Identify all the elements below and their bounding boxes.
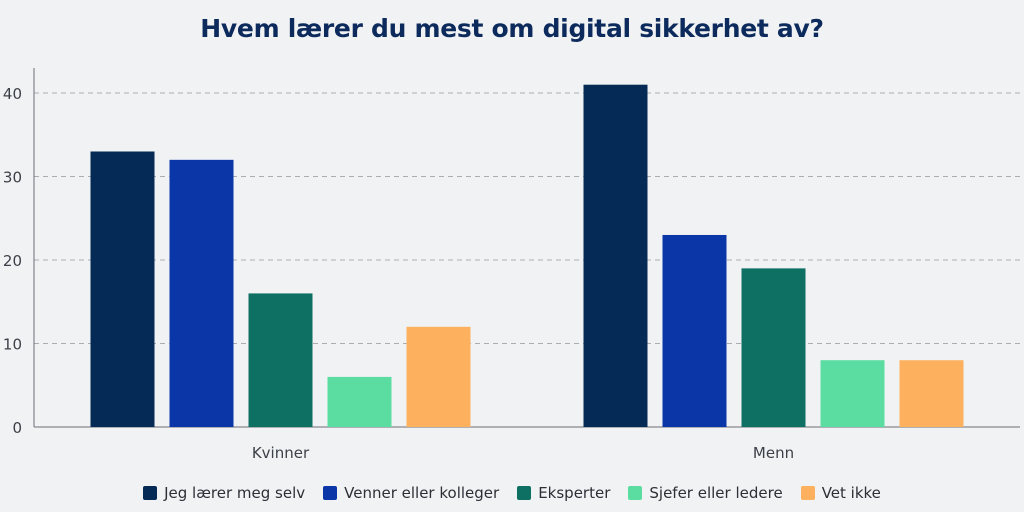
bar-menn-2	[741, 268, 806, 427]
y-tick-label: 30	[3, 169, 22, 187]
legend-item: Jeg lærer meg selv	[143, 484, 305, 502]
legend-item: Venner eller kolleger	[323, 484, 499, 502]
bar-kvinner-1	[169, 159, 234, 427]
y-tick-label: 10	[3, 336, 22, 354]
x-tick-label: Menn	[753, 444, 794, 462]
legend-label: Eksperter	[538, 484, 611, 502]
legend-label: Vet ikke	[821, 484, 881, 502]
bar-menn-4	[899, 360, 964, 427]
legend-label: Venner eller kolleger	[344, 484, 500, 502]
legend-item: Vet ikke	[800, 484, 881, 502]
bar-menn-1	[662, 234, 727, 427]
y-tick-label: 0	[12, 419, 22, 437]
bar-menn-3	[820, 360, 885, 427]
legend-label: Jeg lærer meg selv	[164, 484, 306, 502]
legend-swatch	[800, 486, 815, 500]
y-tick-label: 40	[3, 85, 22, 103]
bar-kvinner-2	[248, 293, 313, 427]
bar-chart: 0 10 20 30 40 Kvinner Menn	[3, 68, 1020, 462]
bar-kvinner-0	[90, 151, 155, 427]
legend-swatch	[628, 486, 643, 500]
y-tick-label: 20	[3, 252, 22, 270]
legend-swatch	[517, 486, 532, 500]
legend-swatch	[143, 486, 158, 500]
legend-item: Sjefer eller ledere	[628, 484, 783, 502]
legend-label: Sjefer eller ledere	[649, 484, 783, 502]
bar-kvinner-4	[406, 326, 471, 427]
bar-menn-0	[583, 84, 648, 427]
x-tick-label: Kvinner	[252, 444, 310, 462]
legend-item: Eksperter	[517, 484, 610, 502]
bar-kvinner-3	[327, 376, 392, 427]
chart-title: Hvem lærer du mest om digital sikkerhet …	[200, 14, 824, 43]
legend-swatch	[323, 486, 338, 500]
chart-legend: Jeg lærer meg selv Venner eller kolleger E…	[0, 484, 1024, 502]
